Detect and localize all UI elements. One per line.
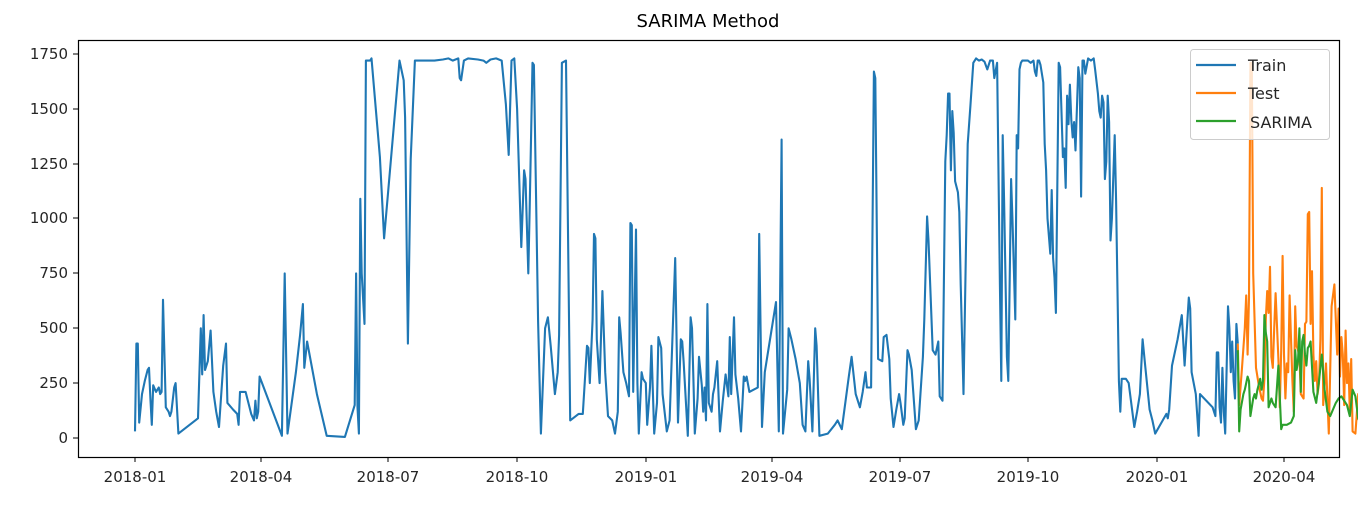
y-tick-label: 750 [39, 264, 68, 282]
x-tick-label: 2020-04 [1253, 468, 1316, 486]
x-tick-label: 2018-04 [230, 468, 293, 486]
legend-item-sarima: SARIMA [1196, 113, 1312, 132]
y-tick: 500 [39, 319, 78, 337]
y-tick: 0 [58, 429, 78, 447]
plot-area [133, 57, 1358, 438]
x-tick: 2018-10 [486, 457, 549, 486]
x-tick: 2018-04 [230, 457, 293, 486]
x-tick: 2019-07 [869, 457, 932, 486]
axes-frame [77, 39, 1341, 459]
x-tick-label: 2018-10 [486, 468, 549, 486]
x-tick: 2018-01 [104, 457, 167, 486]
y-tick-label: 250 [39, 374, 68, 392]
y-tick: 250 [39, 374, 78, 392]
x-tick-label: 2019-10 [997, 468, 1060, 486]
x-tick: 2020-01 [1126, 457, 1189, 486]
train-series-line [133, 57, 1239, 438]
y-axis: 0 250 500 750 1000 1250 1500 1750 [30, 45, 78, 447]
x-tick-label: 2020-01 [1126, 468, 1189, 486]
x-tick: 2020-04 [1253, 457, 1316, 486]
y-tick-label: 500 [39, 319, 68, 337]
y-tick: 1000 [30, 209, 78, 227]
legend-label-sarima: SARIMA [1250, 113, 1312, 132]
x-tick-label: 2019-07 [869, 468, 932, 486]
y-tick: 1250 [30, 155, 78, 173]
legend-box [1190, 49, 1330, 140]
x-axis: 2018-01 2018-04 2018-07 2018-10 2019-01 … [104, 457, 1316, 486]
y-tick-label: 1000 [30, 209, 68, 227]
x-tick-label: 2018-07 [357, 468, 420, 486]
legend-item-test: Test [1196, 84, 1280, 103]
legend-label-test: Test [1247, 84, 1280, 103]
x-tick-label: 2019-04 [741, 468, 804, 486]
y-tick-label: 1750 [30, 45, 68, 63]
sarima-series-line [1236, 314, 1358, 433]
chart-title: SARIMA Method [637, 11, 780, 32]
legend-item-train: Train [1196, 56, 1286, 75]
x-tick: 2019-01 [615, 457, 678, 486]
y-tick: 750 [39, 264, 78, 282]
legend-label-train: Train [1247, 56, 1286, 75]
y-tick-label: 1250 [30, 155, 68, 173]
y-tick-label: 1500 [30, 100, 68, 118]
y-tick-label: 0 [58, 429, 68, 447]
x-tick: 2019-04 [741, 457, 804, 486]
test-series-line [1236, 61, 1358, 435]
x-tick-label: 2019-01 [615, 468, 678, 486]
y-tick: 1750 [30, 45, 78, 63]
legend: Train Test SARIMA [1190, 49, 1330, 140]
x-tick: 2019-10 [997, 457, 1060, 486]
y-tick: 1500 [30, 100, 78, 118]
x-tick-label: 2018-01 [104, 468, 167, 486]
x-tick: 2018-07 [357, 457, 420, 486]
